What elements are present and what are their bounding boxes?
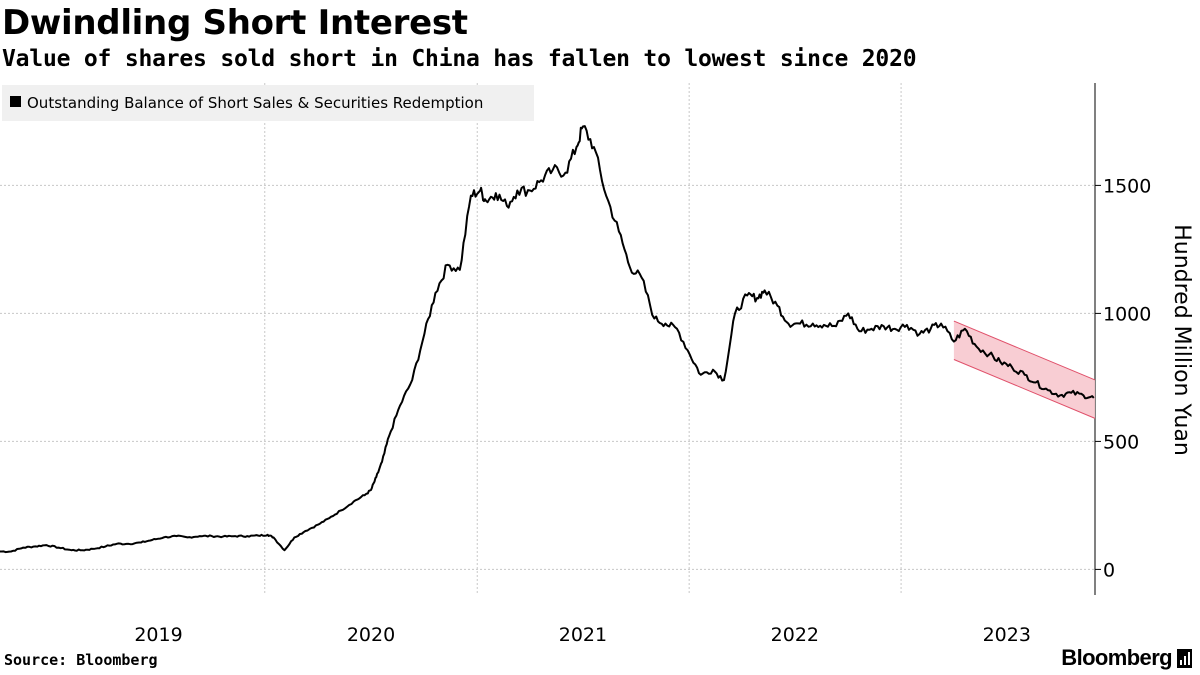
trend-channel-upper xyxy=(953,320,1096,381)
y-tick-label: 1000 xyxy=(1103,303,1151,325)
chart-title: Dwindling Short Interest xyxy=(2,3,468,43)
source-note: Source: Bloomberg xyxy=(4,651,158,669)
trend-channel-band xyxy=(953,321,1095,419)
legend: Outstanding Balance of Short Sales & Sec… xyxy=(2,85,534,121)
series-line xyxy=(0,125,1095,554)
x-tick-label: 2022 xyxy=(771,624,819,646)
x-tick-label: 2023 xyxy=(983,624,1031,646)
y-tick-label: 1500 xyxy=(1103,175,1151,197)
bloomberg-terminal-icon xyxy=(1177,648,1192,668)
x-tick-label: 2019 xyxy=(134,624,182,646)
legend-swatch xyxy=(10,96,21,107)
brand-wordmark: Bloomberg xyxy=(1061,645,1172,670)
brand-logo: Bloomberg xyxy=(1061,645,1192,671)
y-axis-title: Hundred Million Yuan xyxy=(1169,224,1194,456)
y-tick-label: 0 xyxy=(1103,559,1115,581)
x-tick-label: 2020 xyxy=(347,624,395,646)
x-tick-label: 2021 xyxy=(559,624,607,646)
y-tick-label: 500 xyxy=(1103,431,1139,453)
legend-background xyxy=(2,85,534,121)
chart-subtitle: Value of shares sold short in China has … xyxy=(2,46,917,72)
legend-label: Outstanding Balance of Short Sales & Sec… xyxy=(27,94,483,112)
trend-channel-lower xyxy=(953,359,1096,419)
